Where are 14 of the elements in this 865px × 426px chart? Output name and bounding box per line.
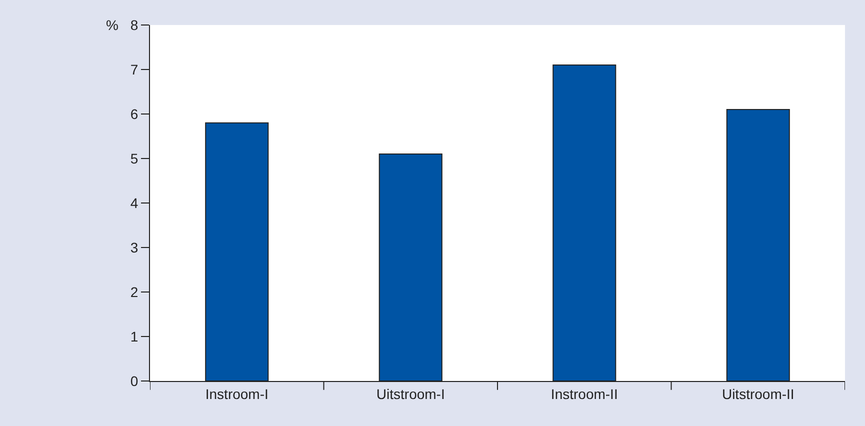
y-axis-title: % <box>106 17 118 33</box>
y-tick-label: 1 <box>130 328 138 344</box>
x-tick-label: Uitstroom-II <box>722 386 794 402</box>
y-tick-label: 5 <box>130 150 138 166</box>
y-tick-label: 3 <box>130 239 138 256</box>
x-tick-label: Instroom-I <box>205 386 268 402</box>
y-tick-label: 2 <box>130 284 138 300</box>
y-tick-label: 0 <box>130 372 138 389</box>
x-tick-label: Instroom-II <box>550 386 618 402</box>
x-tick-label: Uitstroom-I <box>376 386 445 402</box>
y-tick-label: 6 <box>130 106 138 122</box>
y-tick-label: 4 <box>130 194 138 211</box>
y-tick-label: 8 <box>130 16 138 33</box>
y-tick-label: 7 <box>130 61 138 78</box>
